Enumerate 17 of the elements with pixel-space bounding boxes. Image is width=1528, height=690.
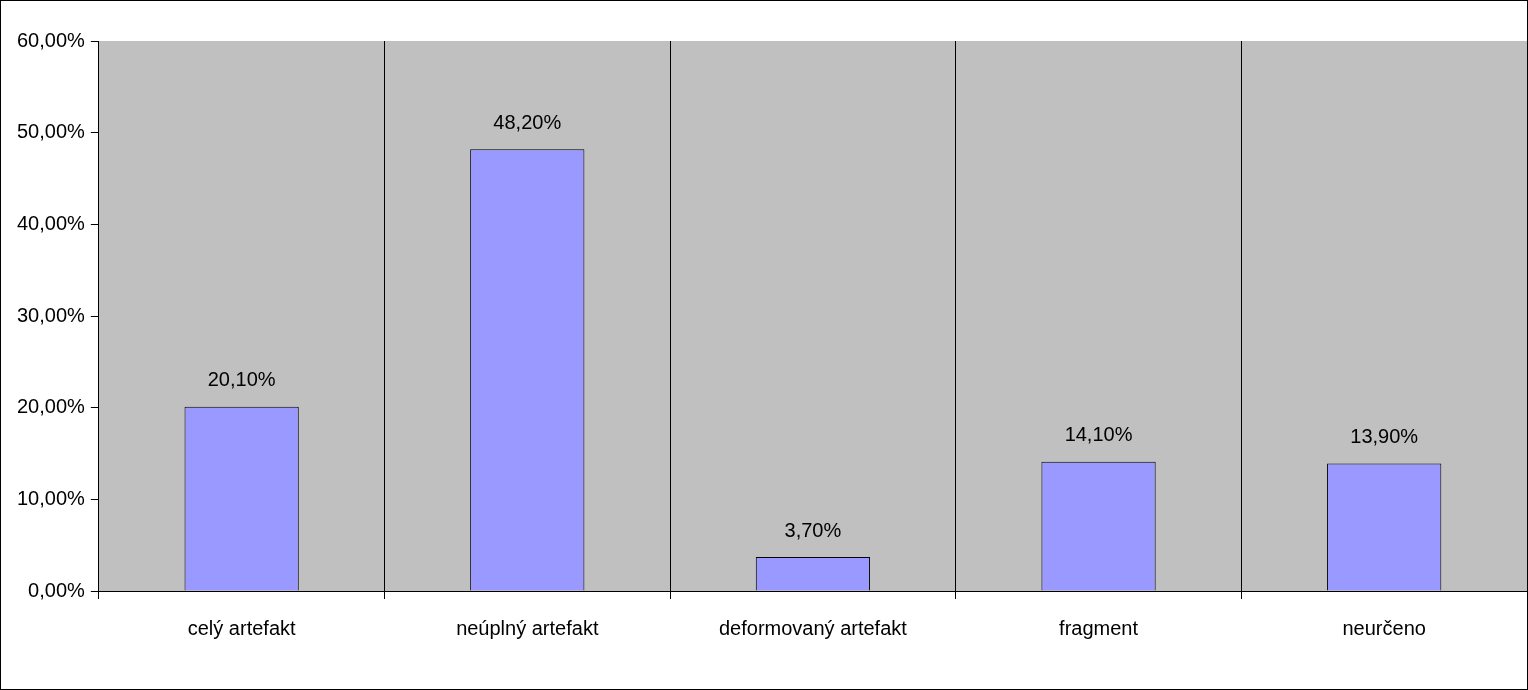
x-tick-label: fragment [1059, 616, 1139, 639]
data-label: 14,10% [1064, 423, 1133, 446]
x-tick-label: deformovaný artefakt [718, 616, 908, 639]
data-label: 13,90% [1350, 425, 1419, 448]
data-label: 48,20% [493, 110, 562, 133]
y-tick-label: 0,00% [28, 578, 86, 601]
x-tick-label: neúplný artefakt [456, 616, 599, 639]
y-tick-label: 20,00% [16, 395, 86, 418]
data-label: 3,70% [784, 518, 842, 541]
x-tick-label: neurčeno [1342, 616, 1426, 639]
y-tick-label: 10,00% [16, 486, 86, 509]
x-tick-label: celý artefakt [187, 616, 296, 639]
y-tick-label: 50,00% [16, 120, 86, 143]
y-tick-label: 30,00% [16, 303, 86, 326]
y-tick-label: 40,00% [16, 211, 86, 234]
data-label: 20,10% [207, 368, 276, 391]
y-tick-label: 60,00% [16, 28, 86, 51]
